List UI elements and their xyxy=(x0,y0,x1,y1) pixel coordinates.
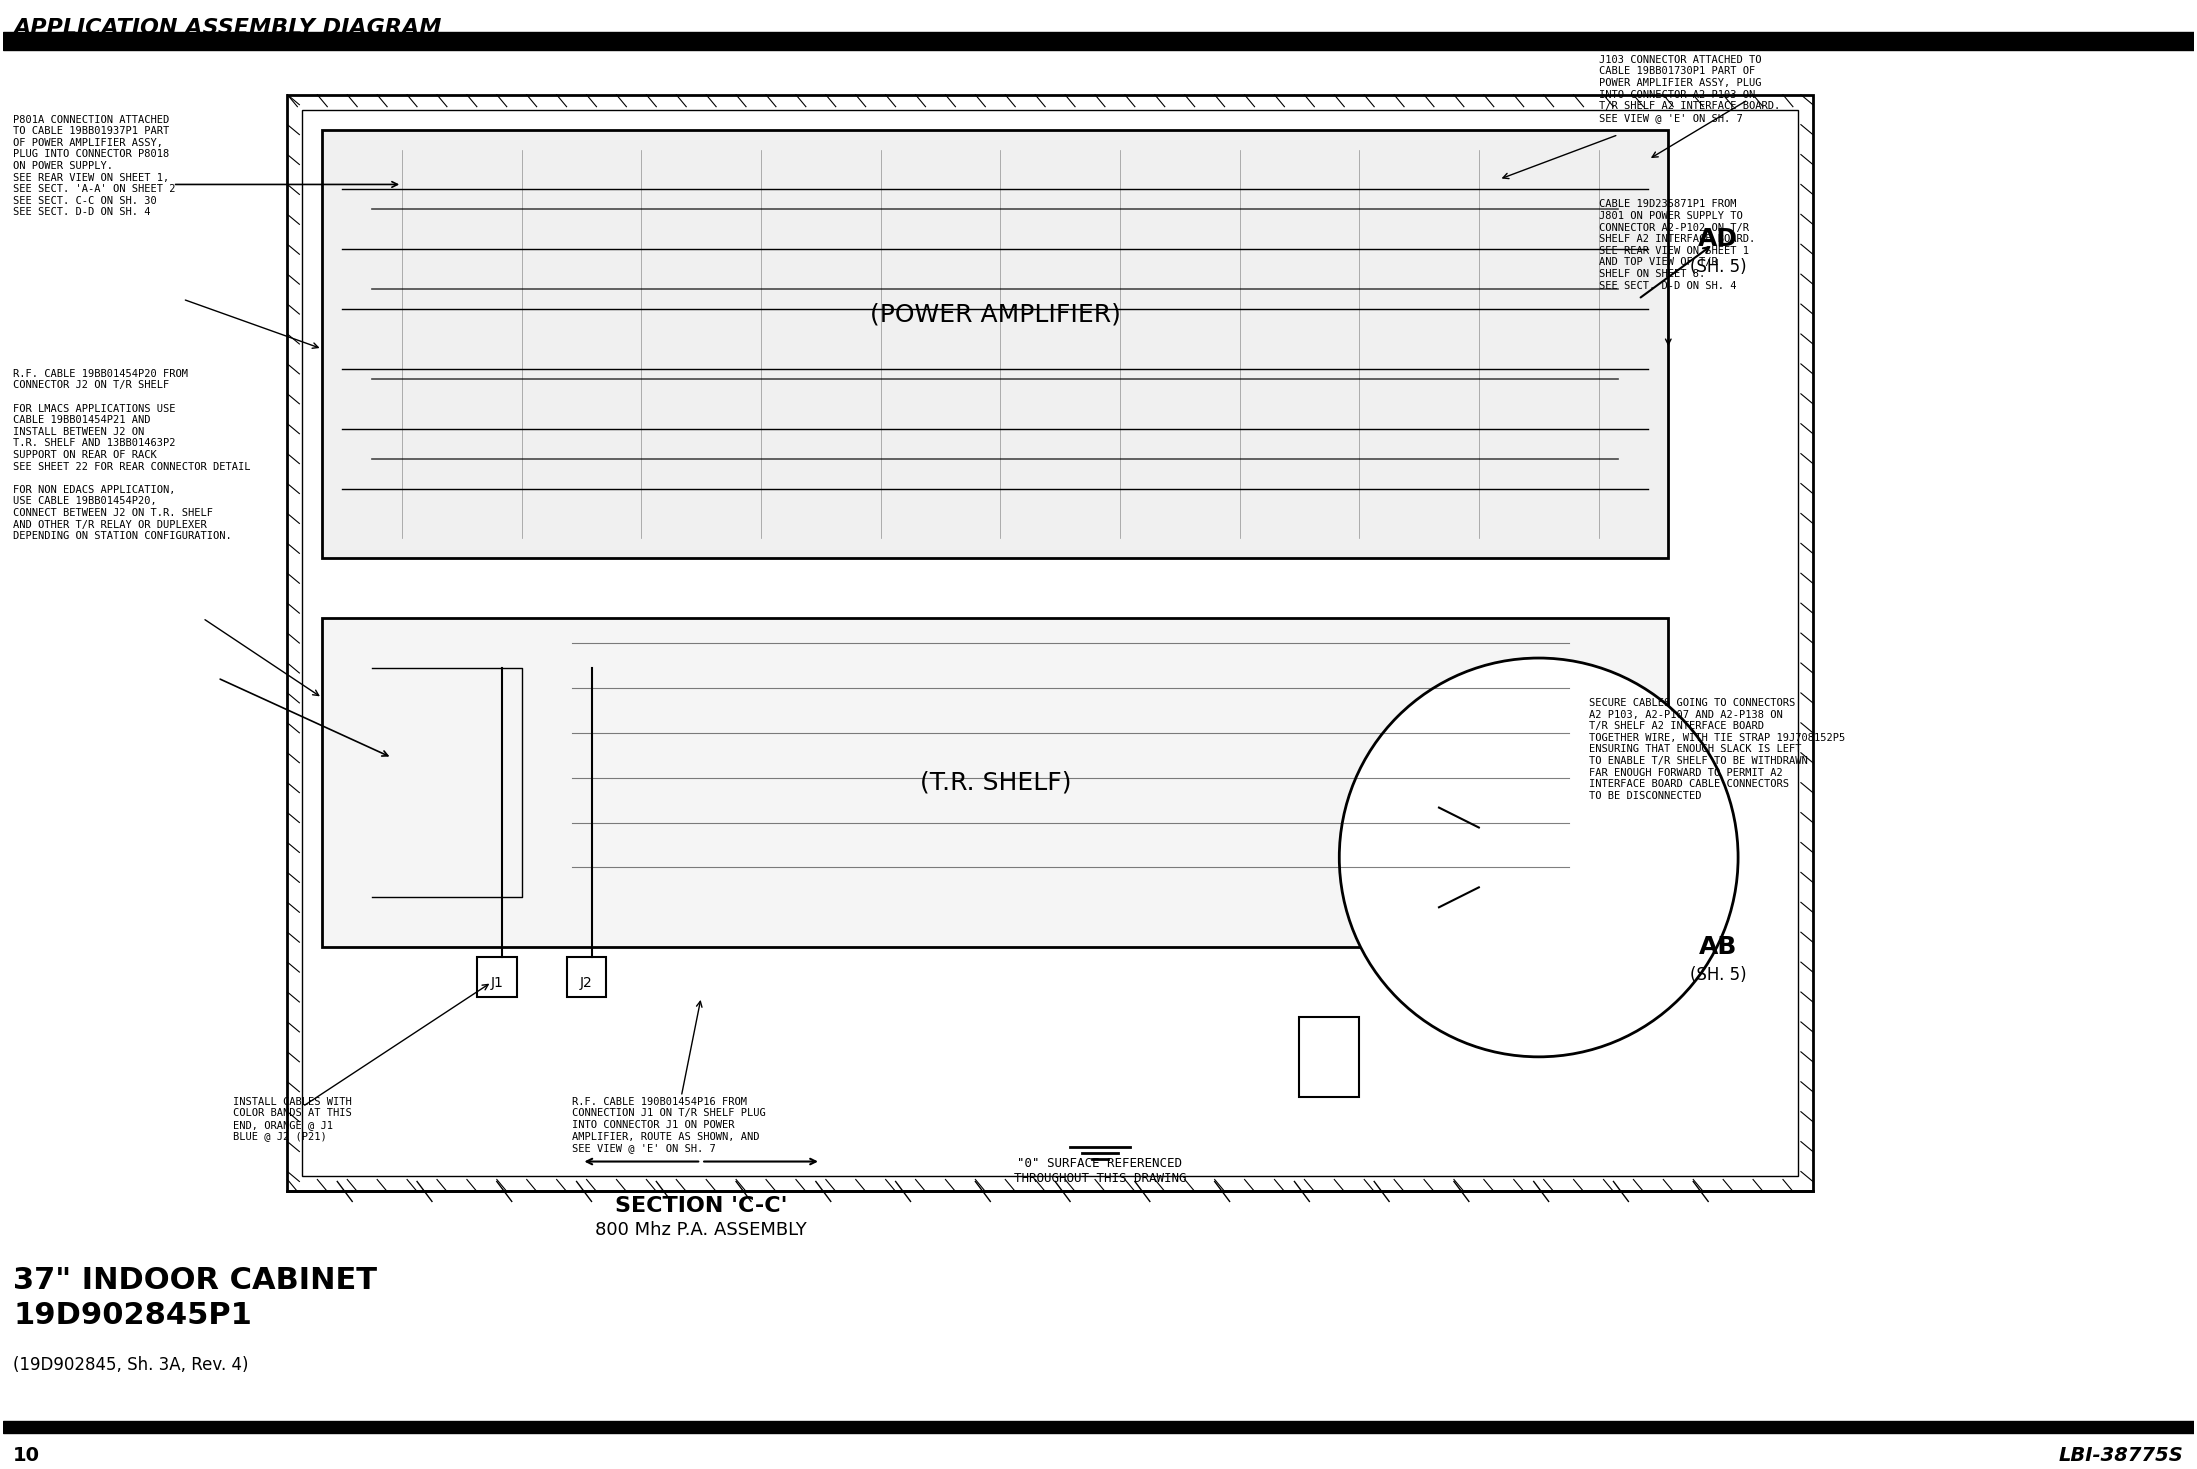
Text: (T.R. SHELF): (T.R. SHELF) xyxy=(921,771,1072,795)
Bar xyxy=(1298,1017,1360,1097)
Text: AD: AD xyxy=(1698,228,1738,251)
Text: 19D902845P1: 19D902845P1 xyxy=(13,1302,253,1329)
Bar xyxy=(288,94,1813,1191)
Text: J103 CONNECTOR ATTACHED TO
CABLE 19BB01730P1 PART OF
POWER AMPLIFIER ASSY, PLUG
: J103 CONNECTOR ATTACHED TO CABLE 19BB017… xyxy=(1599,54,1780,123)
Text: P801A CONNECTION ATTACHED
TO CABLE 19BB01937P1 PART
OF POWER AMPLIFIER ASSY,
PLU: P801A CONNECTION ATTACHED TO CABLE 19BB0… xyxy=(13,115,176,217)
Text: (POWER AMPLIFIER): (POWER AMPLIFIER) xyxy=(870,303,1120,326)
Text: APPLICATION ASSEMBLY DIAGRAM: APPLICATION ASSEMBLY DIAGRAM xyxy=(13,18,442,38)
Text: INSTALL CABLES WITH
COLOR BANDS AT THIS
END, ORANGE @ J1
BLUE @ J2 (P21): INSTALL CABLES WITH COLOR BANDS AT THIS … xyxy=(233,1097,352,1141)
Text: LBI-38775S: LBI-38775S xyxy=(2059,1445,2184,1465)
Text: "0" SURFACE REFERENCED
THROUGHOUT THIS DRAWING: "0" SURFACE REFERENCED THROUGHOUT THIS D… xyxy=(1013,1156,1186,1184)
Text: CABLE 19D235871P1 FROM
J801 ON POWER SUPPLY TO
CONNECTOR A2-P102 ON T/R
SHELF A2: CABLE 19D235871P1 FROM J801 ON POWER SUP… xyxy=(1599,200,1755,291)
Text: (19D902845, Sh. 3A, Rev. 4): (19D902845, Sh. 3A, Rev. 4) xyxy=(13,1356,248,1374)
Bar xyxy=(303,110,1797,1177)
Text: J1: J1 xyxy=(490,975,503,990)
Circle shape xyxy=(1340,658,1738,1056)
Bar xyxy=(323,129,1668,558)
Bar xyxy=(477,958,516,997)
Bar xyxy=(2,32,2195,50)
Text: (SH. 5): (SH. 5) xyxy=(1689,967,1747,984)
Text: AB: AB xyxy=(1698,936,1738,959)
Bar xyxy=(567,958,606,997)
Text: R.F. CABLE 19BB01454P20 FROM
CONNECTOR J2 ON T/R SHELF

FOR LMACS APPLICATIONS U: R.F. CABLE 19BB01454P20 FROM CONNECTOR J… xyxy=(13,369,250,541)
Text: 37" INDOOR CABINET: 37" INDOOR CABINET xyxy=(13,1266,378,1296)
Text: SECTION 'C-C': SECTION 'C-C' xyxy=(615,1196,787,1216)
Bar xyxy=(323,618,1668,948)
Text: J2: J2 xyxy=(580,975,593,990)
Text: (SH. 5): (SH. 5) xyxy=(1689,259,1747,276)
Text: R.F. CABLE 190B01454P16 FROM
CONNECTION J1 ON T/R SHELF PLUG
INTO CONNECTOR J1 O: R.F. CABLE 190B01454P16 FROM CONNECTION … xyxy=(571,1097,765,1153)
Text: 800 Mhz P.A. ASSEMBLY: 800 Mhz P.A. ASSEMBLY xyxy=(595,1221,806,1240)
Text: 10: 10 xyxy=(13,1445,40,1465)
Text: SECURE CABLES GOING TO CONNECTORS
A2 P103, A2-P107 AND A2-P138 ON
T/R SHELF A2 I: SECURE CABLES GOING TO CONNECTORS A2 P10… xyxy=(1588,698,1845,801)
Bar xyxy=(2,1421,2195,1432)
